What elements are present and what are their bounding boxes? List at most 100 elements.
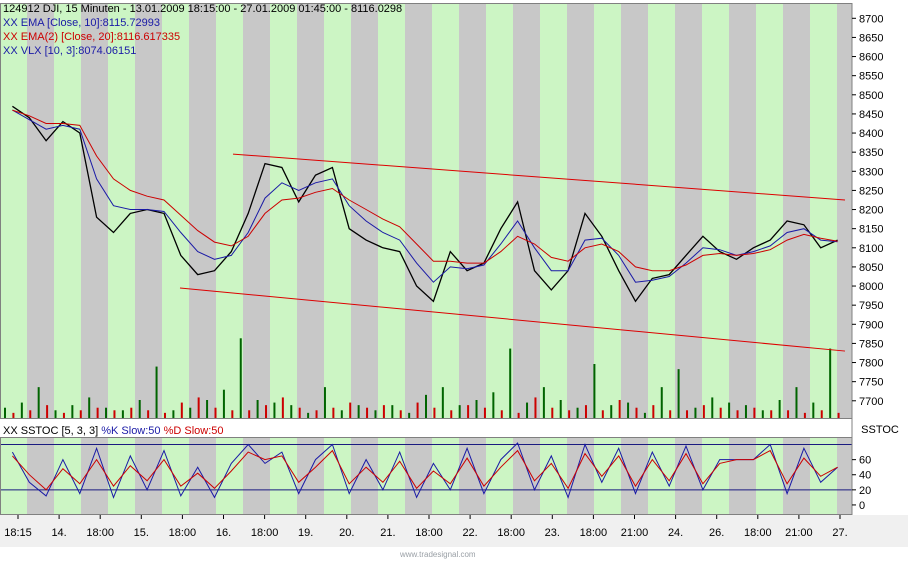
volume-bar-up [509, 348, 512, 418]
price-tick-label: 8450 [859, 109, 883, 121]
time-tick-label: 18:15 [4, 527, 32, 539]
price-tick-label: 8200 [859, 205, 883, 217]
volume-bar-down [584, 405, 587, 418]
watermark: www.tradesignal.com [400, 550, 476, 559]
volume-bar-up [744, 405, 747, 418]
trend-line-lower [179, 287, 846, 352]
time-tick-label: 20. [339, 527, 354, 539]
volume-bar-down [62, 412, 65, 418]
volume-bar-down [12, 412, 15, 418]
panel-tag-sstoc: SSTOC [861, 424, 899, 436]
stoch-band [837, 437, 852, 514]
volume-bar-down [248, 410, 251, 418]
volume-bar-up [694, 407, 697, 418]
time-tick-label: 18:00 [580, 527, 608, 539]
volume-bar-up [711, 397, 714, 418]
volume-bar-down [652, 405, 655, 418]
price-band [405, 3, 432, 418]
price-band [459, 3, 486, 418]
price-band [540, 3, 567, 418]
price-band [378, 3, 405, 418]
stoch-band [729, 437, 756, 514]
stoch-band [648, 437, 675, 514]
stoch-band [432, 437, 459, 514]
volume-bar-up [71, 405, 74, 418]
ema-20-line [12, 109, 838, 272]
stoch-band [270, 437, 297, 514]
price-tick-label: 8500 [859, 90, 883, 102]
volume-bar-up [475, 400, 478, 418]
volume-bar-up [408, 412, 411, 418]
volume-bar-up [391, 405, 394, 418]
volume-bar-up [660, 387, 663, 418]
volume-bar-down [130, 407, 133, 418]
volume-bar-down [265, 405, 268, 418]
volume-bar-up [492, 392, 495, 418]
volume-bar-down [736, 410, 739, 418]
volume-bar-down [837, 412, 840, 418]
volume-bar-up [206, 400, 209, 418]
volume-bar-down [147, 410, 150, 418]
volume-bar-down [332, 407, 335, 418]
price-band [324, 3, 351, 418]
price-tick-label: 8400 [859, 128, 883, 140]
volume-bars [4, 338, 840, 418]
volume-bar-down [568, 410, 571, 418]
time-tick-label: 15. [134, 527, 149, 539]
volume-bar-up [4, 407, 6, 418]
price-tick-label: 8650 [859, 32, 883, 44]
price-tick-label: 8100 [859, 243, 883, 255]
stoch-band [0, 437, 27, 514]
price-tick-label: 8050 [859, 262, 883, 274]
chart-title: 124912 DJI, 15 Minuten - 13.01.2009 18:1… [3, 3, 403, 15]
legend-ema-20[interactable]: XX EMA(2) [Close, 20]:8116.617335 [3, 31, 181, 43]
volume-bar-up [222, 389, 225, 418]
price-band [216, 3, 243, 418]
stoch-band [324, 437, 351, 514]
time-tick-label: 26. [709, 527, 724, 539]
price-band [243, 3, 270, 418]
volume-bar-down [467, 405, 470, 418]
stoch-tick-label: 0 [859, 500, 865, 512]
legend-ema-10[interactable]: XX EMA [Close, 10]:8115.72993 [3, 17, 160, 29]
price-band [108, 3, 135, 418]
stoch-k-line [11, 442, 838, 499]
legend-vlx[interactable]: XX VLX [10, 3]:8074.06151 [3, 45, 137, 57]
volume-bar-up [425, 394, 427, 418]
price-series [12, 105, 838, 303]
volume-bar-up [357, 405, 360, 418]
volume-bar-down [433, 407, 436, 418]
price-band [756, 3, 783, 418]
price-band [594, 3, 621, 418]
volume-bar-up [441, 387, 444, 418]
volume-bar-up [643, 412, 646, 418]
session-bands [0, 3, 852, 514]
volume-bar-down [483, 407, 486, 418]
stoch-band [594, 437, 621, 514]
volume-bar-down [500, 410, 503, 418]
volume-bar-up [778, 400, 781, 418]
stoch-band [459, 437, 486, 514]
volume-bar-down [551, 407, 554, 418]
stoch-tick-label: 20 [859, 485, 871, 497]
legend-sstoc[interactable]: XX SSTOC [5, 3, 3] %K Slow:50 %D Slow:50 [3, 425, 224, 438]
time-tick-label: 27. [832, 527, 847, 539]
stoch-band [540, 437, 567, 514]
time-tick-label: 18:00 [415, 527, 443, 539]
time-tick-label: 16. [216, 527, 231, 539]
price-band [648, 3, 675, 418]
grid-lines [0, 444, 852, 491]
volume-bar-down [315, 410, 318, 418]
trend-channel [179, 153, 846, 352]
price-tick-label: 8300 [859, 166, 883, 178]
price-band [189, 3, 216, 418]
price-band [0, 3, 27, 418]
price-band [729, 3, 756, 418]
stoch-band [108, 437, 135, 514]
volume-bar-up [155, 366, 158, 418]
volume-bar-up [239, 338, 242, 418]
volume-bar-down [382, 405, 385, 418]
stoch-band [216, 437, 243, 514]
price-tick-label: 7850 [859, 338, 883, 350]
